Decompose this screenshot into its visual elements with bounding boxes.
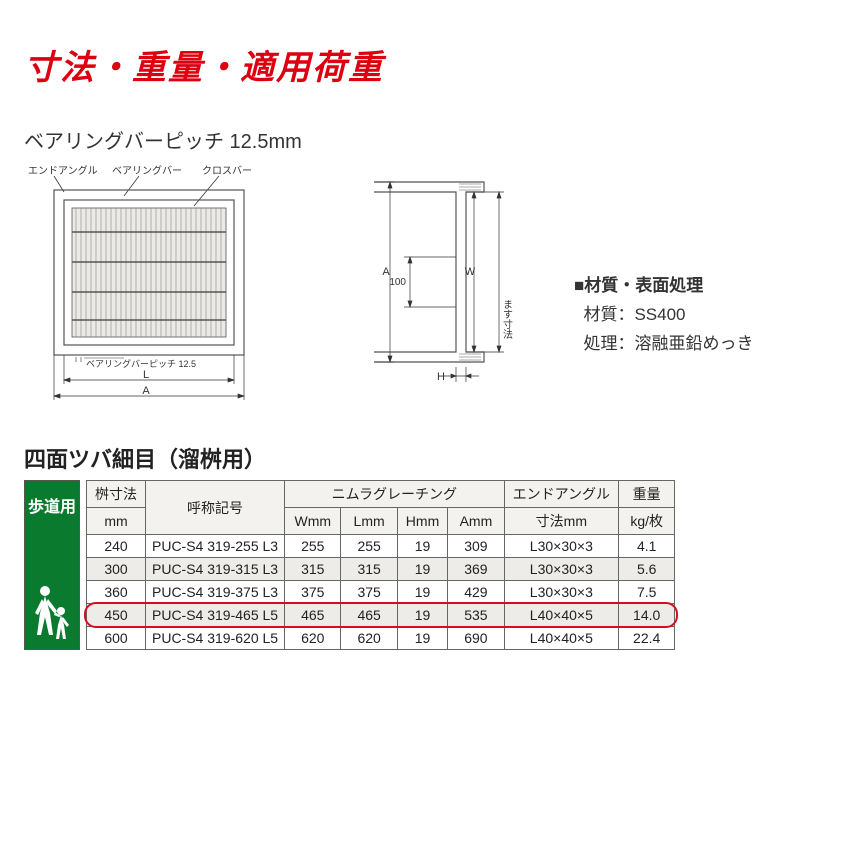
table-cell: PUC-S4 319-465 L5 xyxy=(146,604,285,627)
table-cell: 309 xyxy=(448,535,504,558)
section-title: 四面ツバ細目（溜桝用） xyxy=(24,442,818,474)
table-cell: 19 xyxy=(397,581,447,604)
table-cell: 465 xyxy=(341,604,397,627)
table-cell: 5.6 xyxy=(619,558,675,581)
svg-text:A: A xyxy=(142,385,150,397)
pedestrian-icon xyxy=(29,583,75,643)
svg-text:W: W xyxy=(465,266,476,278)
table-row: 360PUC-S4 319-375 L337537519429L30×30×37… xyxy=(87,581,675,604)
spec-table: 桝寸法 呼称記号 ニムラグレーチング エンドアングル 重量 mm Wmm Lmm… xyxy=(86,480,675,650)
table-cell: 255 xyxy=(285,535,341,558)
table-cell: 450 xyxy=(87,604,146,627)
table-cell: 22.4 xyxy=(619,627,675,650)
side-label-text: 歩道用 xyxy=(28,493,76,517)
col-angle-mm: 寸法mm xyxy=(504,508,618,535)
table-cell: PUC-S4 319-375 L3 xyxy=(146,581,285,604)
table-cell: 19 xyxy=(397,535,447,558)
svg-text:H: H xyxy=(437,371,445,383)
material-heading: ■材質・表面処理 xyxy=(574,272,753,301)
diagram-row: エンドアングル ベアリングバー クロスバー xyxy=(24,162,818,412)
col-weight: 重量 xyxy=(619,481,675,508)
table-cell: 600 xyxy=(87,627,146,650)
table-cell: 690 xyxy=(448,627,504,650)
svg-text:ます寸法: ます寸法 xyxy=(501,299,513,340)
table-cell: 14.0 xyxy=(619,604,675,627)
table-cell: 375 xyxy=(285,581,341,604)
table-cell: 240 xyxy=(87,535,146,558)
pitch-label: ベアリングバーピッチ 12.5mm xyxy=(24,125,818,154)
svg-text:クロスバー: クロスバー xyxy=(202,165,252,177)
table-cell: 375 xyxy=(341,581,397,604)
table-row: 600PUC-S4 319-620 L562062019690L40×40×52… xyxy=(87,627,675,650)
table-cell: PUC-S4 319-620 L5 xyxy=(146,627,285,650)
table-cell: 315 xyxy=(341,558,397,581)
svg-text:100: 100 xyxy=(389,277,406,288)
table-cell: L30×30×3 xyxy=(504,558,618,581)
col-masu: 桝寸法 xyxy=(87,481,146,508)
table-row: 240PUC-S4 319-255 L325525519309L30×30×34… xyxy=(87,535,675,558)
table-row: 300PUC-S4 319-315 L331531519369L30×30×35… xyxy=(87,558,675,581)
table-cell: 19 xyxy=(397,558,447,581)
table-wrap: 歩道用 桝寸法 呼称記号 ニムラグレーチング xyxy=(24,480,818,650)
table-cell: L40×40×5 xyxy=(504,604,618,627)
svg-text:ベアリングバーピッチ 12.5: ベアリングバーピッチ 12.5 xyxy=(86,358,196,369)
side-label-pedestrian: 歩道用 xyxy=(24,480,80,650)
table-cell: PUC-S4 319-255 L3 xyxy=(146,535,285,558)
col-l: Lmm xyxy=(341,508,397,535)
table-cell: 19 xyxy=(397,604,447,627)
table-cell: PUC-S4 319-315 L3 xyxy=(146,558,285,581)
table-cell: 535 xyxy=(448,604,504,627)
svg-text:ベアリングバー: ベアリングバー xyxy=(112,164,182,177)
table-cell: L40×40×5 xyxy=(504,627,618,650)
table-container: 桝寸法 呼称記号 ニムラグレーチング エンドアングル 重量 mm Wmm Lmm… xyxy=(86,480,675,650)
page-title: 寸法・重量・適用荷重 xyxy=(24,40,818,89)
diagram-top-view: エンドアングル ベアリングバー クロスバー xyxy=(24,162,284,412)
table-cell: 300 xyxy=(87,558,146,581)
table-cell: 369 xyxy=(448,558,504,581)
table-cell: 255 xyxy=(341,535,397,558)
col-a: Amm xyxy=(448,508,504,535)
label-end-angle: エンドアングル xyxy=(28,164,98,177)
table-cell: 620 xyxy=(341,627,397,650)
table-cell: 315 xyxy=(285,558,341,581)
diagram-section-view: A 100 W xyxy=(324,162,534,412)
col-angle: エンドアングル xyxy=(504,481,618,508)
table-cell: 465 xyxy=(285,604,341,627)
svg-text:L: L xyxy=(143,369,149,381)
table-cell: L30×30×3 xyxy=(504,581,618,604)
col-h: Hmm xyxy=(397,508,447,535)
table-cell: L30×30×3 xyxy=(504,535,618,558)
col-masu-mm: mm xyxy=(87,508,146,535)
col-w: Wmm xyxy=(285,508,341,535)
col-weight-unit: kg/枚 xyxy=(619,508,675,535)
table-cell: 360 xyxy=(87,581,146,604)
col-code: 呼称記号 xyxy=(146,481,285,535)
table-cell: 429 xyxy=(448,581,504,604)
material-block: ■材質・表面処理 材質：SS400 処理：溶融亜鉛めっき xyxy=(574,162,753,359)
table-cell: 7.5 xyxy=(619,581,675,604)
material-line: 材質：SS400 xyxy=(574,301,753,330)
table-cell: 4.1 xyxy=(619,535,675,558)
table-row: 450PUC-S4 319-465 L546546519535L40×40×51… xyxy=(87,604,675,627)
table-cell: 19 xyxy=(397,627,447,650)
table-cell: 620 xyxy=(285,627,341,650)
col-group: ニムラグレーチング xyxy=(285,481,505,508)
treatment-line: 処理：溶融亜鉛めっき xyxy=(574,330,753,359)
